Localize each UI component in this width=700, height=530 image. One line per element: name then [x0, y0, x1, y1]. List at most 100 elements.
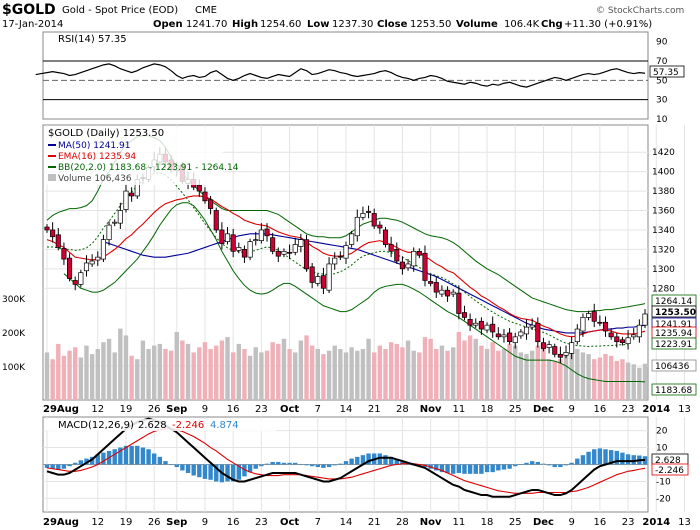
- candle-body: [546, 344, 552, 348]
- macd-histogram-bar: [563, 464, 569, 466]
- x-axis-label: 28: [396, 404, 409, 415]
- candle-body: [50, 229, 56, 238]
- macd-legend-signal: -2.246: [172, 420, 204, 431]
- macd-histogram-bar: [191, 464, 196, 476]
- rsi-line: [35, 63, 646, 88]
- x-axis-label: Oct: [280, 404, 299, 415]
- macd-histogram-bar: [253, 464, 258, 469]
- x-axis-label: 14: [340, 404, 353, 415]
- candle-body: [399, 261, 405, 270]
- candle-body: [405, 263, 411, 269]
- candle-body: [535, 322, 541, 343]
- candle-body: [614, 336, 620, 343]
- candle-body: [450, 291, 456, 295]
- macd-histogram-bar: [535, 461, 541, 465]
- candle-body: [602, 321, 609, 332]
- x-axis-label: 23: [622, 517, 635, 528]
- macd-histogram-bar: [445, 464, 450, 473]
- volume-bar: [496, 350, 501, 400]
- macd-histogram-bar: [597, 448, 603, 465]
- volume-bar: [614, 360, 619, 400]
- price-tick-label: 1360: [652, 207, 675, 217]
- macd-histogram-bar: [360, 455, 366, 465]
- candle-body: [444, 289, 451, 297]
- candle-body: [580, 317, 586, 332]
- volume-bar: [383, 349, 388, 400]
- macd-panel: 20100-10-20 MACD(12,26,9) 2.628 -2.246 4…: [42, 416, 689, 513]
- volume-bar: [253, 347, 258, 400]
- macd-histogram-bar: [603, 449, 608, 465]
- candle-body: [202, 191, 208, 202]
- candle-body: [507, 332, 513, 343]
- macd-histogram-bar: [157, 456, 163, 465]
- volume-bar: [163, 349, 168, 400]
- macd-histogram-bar: [208, 464, 213, 480]
- macd-histogram-bar: [61, 464, 67, 469]
- x-axis-label: 19: [120, 404, 133, 415]
- candle-body: [67, 257, 73, 279]
- macd-histogram-bar: [44, 464, 50, 468]
- volume-bar: [434, 349, 439, 400]
- volume-bar: [315, 349, 320, 400]
- volume-bar: [50, 359, 55, 400]
- x-axis-label: 14: [340, 517, 353, 528]
- candle-body: [241, 249, 248, 258]
- price-tag-text: 106436: [655, 362, 690, 372]
- x-axis-label: 21: [368, 404, 381, 415]
- candle-body: [123, 190, 129, 210]
- macd-histogram-bar: [507, 464, 512, 469]
- volume-bar: [293, 352, 298, 400]
- macd-histogram-bar: [546, 464, 552, 466]
- x-axis-label: 12: [91, 517, 104, 528]
- macd-histogram-bar: [338, 463, 343, 465]
- candle-body: [631, 334, 637, 338]
- macd-histogram-bar: [112, 449, 117, 465]
- volume-bar: [563, 355, 569, 400]
- x-axis-label: Sep: [166, 404, 187, 415]
- macd-histogram-bar: [293, 462, 298, 465]
- candle-body: [523, 326, 530, 335]
- volume-bar: [78, 357, 84, 400]
- macd-histogram-bar: [326, 464, 332, 468]
- candle-body: [270, 237, 276, 252]
- x-axis-label: Dec: [533, 517, 554, 528]
- macd-histogram-bar: [625, 454, 631, 465]
- volume-bar: [146, 349, 151, 400]
- x-axis-label: 26: [148, 404, 161, 415]
- macd-histogram-bar: [580, 455, 586, 465]
- volume-bar: [620, 359, 625, 400]
- volume-bar: [608, 355, 614, 400]
- volume-bar: [535, 345, 541, 400]
- x-axis-label: 25: [509, 404, 522, 415]
- volume-bars: [44, 328, 648, 400]
- volume-bar: [112, 352, 117, 400]
- x-axis-label: 13: [678, 517, 691, 528]
- volume-bar: [417, 352, 422, 400]
- volume-bar: [338, 349, 343, 400]
- candle-body: [382, 229, 389, 245]
- macd-histogram-bar: [276, 461, 281, 465]
- macd-histogram-bar: [496, 464, 501, 471]
- macd-histogram-bar: [84, 458, 89, 465]
- volume-bar: [73, 347, 78, 400]
- x-axis-label: 9: [202, 517, 208, 528]
- x-axis-label: 11: [452, 517, 465, 528]
- macd-tick-label: -20: [656, 494, 671, 504]
- candle-body: [563, 352, 569, 356]
- macd-histogram-bar: [146, 449, 151, 465]
- candle-body: [586, 313, 592, 318]
- candle-body: [337, 255, 343, 258]
- volume-bar: [84, 345, 89, 400]
- low-label: Low: [307, 19, 329, 30]
- volume-bar: [95, 349, 100, 400]
- low-value: 1237.30: [332, 19, 373, 30]
- macd-tick-label: -10: [656, 477, 671, 487]
- rsi-tick-label: 30: [656, 96, 668, 106]
- x-axis-label: 16: [227, 404, 240, 415]
- candle-body: [213, 210, 219, 231]
- volume-bar: [603, 354, 608, 400]
- rsi-tick-label: 50: [656, 76, 668, 86]
- macd-legend-name: MACD(12,26,9): [58, 420, 134, 431]
- macd-histogram-bar: [259, 464, 264, 467]
- macd-histogram-bar: [202, 464, 208, 479]
